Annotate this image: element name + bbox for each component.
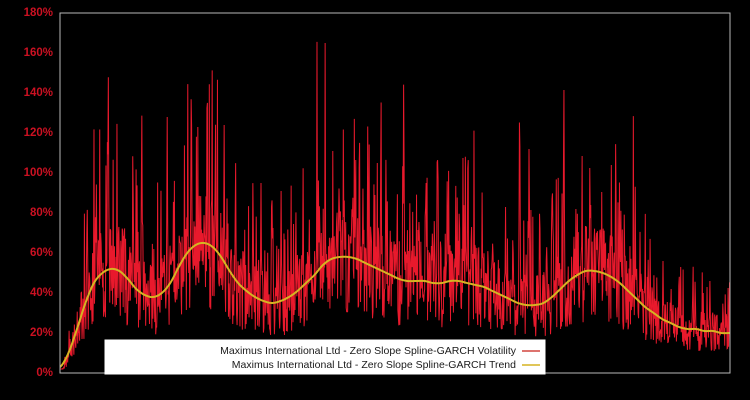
y-tick-label: 140% (24, 87, 53, 99)
y-tick-label: 0% (36, 367, 53, 379)
chart-legend[interactable]: Maximus International Ltd - Zero Slope S… (104, 339, 546, 375)
legend-label-volatility: Maximus International Ltd - Zero Slope S… (220, 345, 517, 357)
y-tick-label: 60% (30, 247, 53, 259)
y-tick-label: 160% (24, 47, 53, 59)
y-tick-label: 120% (24, 127, 53, 139)
trend-series-line (60, 241, 730, 368)
volatility-series-line (60, 41, 730, 370)
y-tick-label: 80% (30, 207, 53, 219)
legend-background (104, 339, 546, 375)
y-axis-tick-labels: 0% 20% 40% 60% 80% 100% 120% 140% 160% 180% (24, 7, 53, 379)
y-tick-label: 20% (30, 327, 53, 339)
legend-label-trend: Maximus International Ltd - Zero Slope S… (232, 359, 516, 371)
y-tick-label: 180% (24, 7, 53, 19)
plot-series-group (60, 41, 730, 370)
y-tick-label: 100% (24, 167, 53, 179)
y-tick-label: 40% (30, 287, 53, 299)
